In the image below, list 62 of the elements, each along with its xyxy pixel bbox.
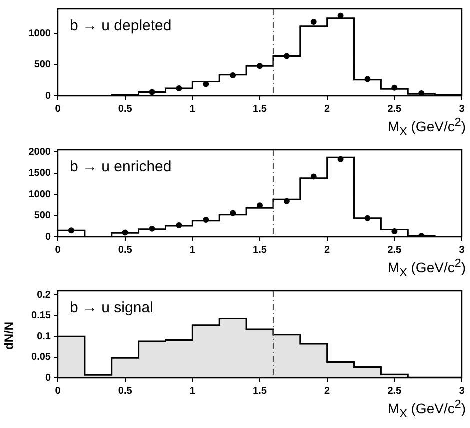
annotation: b → u enriched <box>70 158 172 176</box>
y-tick-label: 0.05 <box>32 352 52 364</box>
x-tick-label: 2.5 <box>388 244 402 256</box>
y-tick-label: 2000 <box>28 146 52 158</box>
x-tick-label: 0.5 <box>118 386 133 397</box>
point <box>176 86 182 92</box>
point <box>176 222 182 229</box>
y-tick-label: 0 <box>45 372 52 384</box>
point <box>257 202 263 209</box>
point <box>230 72 236 78</box>
point <box>203 217 210 224</box>
x-axis-title: M$_{X}$ (GeV/c$^{2}$) <box>388 257 466 280</box>
y-tick-label: 500 <box>34 210 52 222</box>
y-tick-label: 0 <box>45 90 52 102</box>
x-tick-label: 1 <box>190 244 196 256</box>
x-tick-label: 1.5 <box>253 244 268 256</box>
point <box>338 156 344 162</box>
x-tick-label: 0.5 <box>118 244 133 256</box>
annotation: b → u depleted <box>70 18 172 35</box>
y-tick-label: 0.1 <box>37 331 52 342</box>
y-axis-title: dN/N <box>2 322 16 350</box>
point <box>122 230 128 236</box>
annotation: b → u signal <box>70 300 154 317</box>
point <box>149 89 156 96</box>
point <box>230 210 236 216</box>
x-tick-label: 2 <box>324 104 331 115</box>
x-tick-label: 2 <box>324 244 331 256</box>
point <box>284 53 290 60</box>
point <box>68 228 74 234</box>
y-tick-label: 0.15 <box>32 310 52 322</box>
point <box>392 228 398 234</box>
x-tick-label: 1 <box>190 386 196 397</box>
x-tick-label: 2 <box>324 386 331 397</box>
x-tick-label: 0 <box>55 244 62 256</box>
x-axis-title: M$_{X}$ (GeV/c$^{2}$) <box>388 116 466 138</box>
y-tick-label: 1500 <box>28 168 52 180</box>
x-tick-label: 3 <box>459 244 466 256</box>
x-tick-label: 0.5 <box>118 104 133 115</box>
x-axis-title: M$_{X}$ (GeV/c$^{2}$) <box>388 398 466 420</box>
point <box>310 174 317 180</box>
point <box>364 76 371 82</box>
x-tick-label: 0 <box>55 104 62 115</box>
y-tick-label: 0.2 <box>37 290 52 301</box>
y-tick-label: 1000 <box>28 189 52 200</box>
point <box>418 90 425 96</box>
x-tick-label: 3 <box>459 386 466 397</box>
x-tick-label: 2.5 <box>388 104 402 115</box>
point <box>310 19 317 26</box>
x-tick-label: 1.5 <box>253 104 268 115</box>
point <box>149 226 156 232</box>
point <box>284 198 290 204</box>
x-tick-label: 2.5 <box>388 386 402 397</box>
x-tick-label: 1.5 <box>253 386 268 397</box>
x-tick-label: 1 <box>190 104 196 115</box>
y-tick-label: 1000 <box>28 28 52 40</box>
x-tick-label: 3 <box>459 104 466 115</box>
y-tick-label: 500 <box>34 60 52 71</box>
point <box>257 63 263 70</box>
x-tick-label: 0 <box>55 386 62 397</box>
y-tick-label: 0 <box>45 232 52 243</box>
point <box>392 84 398 91</box>
point <box>364 215 371 222</box>
